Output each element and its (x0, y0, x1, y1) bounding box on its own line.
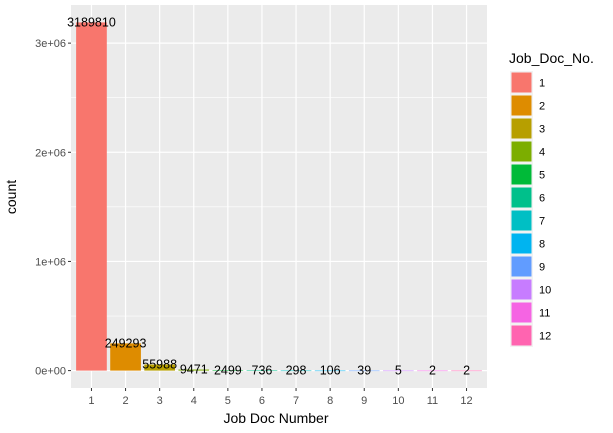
legend-label-11: 11 (539, 308, 550, 320)
data-label-11: 2 (429, 364, 436, 378)
data-label-12: 2 (463, 364, 470, 378)
data-label-9: 39 (357, 364, 371, 378)
x-axis-title: Job Doc Number (223, 410, 328, 426)
major-gridlines (71, 5, 487, 388)
legend-label-10: 10 (539, 285, 551, 297)
legend-label-4: 4 (539, 147, 545, 159)
bar-12 (451, 370, 482, 372)
y-tick-label: 1e+06 (35, 256, 66, 268)
y-axis: 0e+00 1e+06 2e+06 3e+06 (35, 38, 71, 378)
legend-key-12 (511, 325, 532, 346)
y-tick-label: 3e+06 (35, 38, 66, 50)
x-tick-label: 7 (293, 395, 299, 407)
data-label-8: 106 (320, 364, 341, 378)
bar-6 (246, 370, 278, 372)
x-tick-label: 8 (327, 395, 333, 407)
x-tick-label: 3 (157, 395, 163, 407)
data-label-10: 5 (395, 364, 402, 378)
legend-key-8 (511, 233, 532, 254)
legend-label-1: 1 (539, 78, 545, 90)
legend-key-6 (511, 187, 532, 208)
data-label-1: 3189810 (67, 15, 116, 29)
y-tick-label: 0e+00 (35, 366, 66, 378)
x-tick-label: 1 (88, 395, 94, 407)
x-tick-label: 4 (191, 395, 197, 407)
x-tick-label: 5 (225, 395, 231, 407)
bar-2 (110, 343, 141, 371)
x-tick-label: 9 (361, 395, 367, 407)
data-label-4: 9471 (180, 363, 208, 377)
legend-label-7: 7 (539, 216, 545, 228)
bar-8 (314, 370, 346, 372)
legend-label-6: 6 (539, 193, 545, 205)
x-tick-label: 12 (460, 395, 472, 407)
bar-4 (178, 369, 210, 371)
legend-label-12: 12 (539, 331, 551, 343)
legend-key-11 (511, 302, 532, 323)
minor-gridlines (71, 97, 487, 317)
legend-label-8: 8 (539, 239, 545, 251)
bar-3 (144, 364, 175, 371)
legend-key-5 (511, 164, 532, 185)
legend-label-3: 3 (539, 124, 545, 136)
x-tick-label: 11 (427, 395, 438, 407)
legend-label-2: 2 (539, 101, 545, 113)
legend-key-9 (511, 256, 532, 277)
legend-label-5: 5 (539, 170, 545, 182)
legend-key-10 (511, 279, 532, 300)
data-label-5: 2499 (214, 363, 242, 377)
bar-9 (348, 370, 380, 372)
bar-10 (383, 370, 414, 372)
data-label-3: 55988 (142, 357, 177, 371)
legend-key-3 (511, 118, 532, 139)
data-label-6: 736 (252, 364, 273, 378)
bar-11 (417, 370, 448, 372)
y-axis-title: count (3, 180, 19, 214)
bar-1 (76, 22, 107, 371)
data-label-7: 298 (286, 364, 307, 378)
bar-7 (280, 370, 312, 372)
x-tick-label: 2 (122, 395, 128, 407)
data-label-2: 249293 (105, 336, 147, 350)
bar-5 (212, 370, 244, 371)
x-axis: 1 2 3 4 5 6 7 8 9 10 11 12 (88, 388, 473, 407)
x-tick-label: 6 (259, 395, 265, 407)
bars (76, 22, 482, 372)
plot-panel (71, 5, 487, 388)
legend-key-7 (511, 210, 532, 231)
legend-key-4 (511, 141, 532, 162)
legend-title: Job_Doc_No. (509, 50, 594, 66)
y-tick-label: 2e+06 (35, 147, 66, 159)
legend-label-9: 9 (539, 262, 545, 274)
x-tick-label: 10 (392, 395, 404, 407)
legend-key-2 (511, 95, 532, 116)
data-labels: 3189810 249293 55988 9471 2499 736 298 106 39 5 2 2 (67, 15, 470, 377)
legend-key-1 (511, 72, 532, 93)
